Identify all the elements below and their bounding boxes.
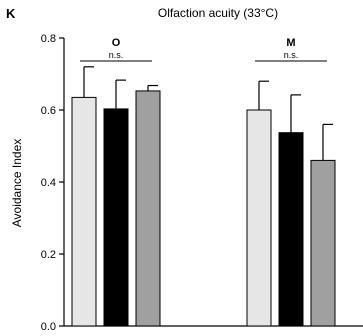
y-tick-label: 0.4 [41, 177, 56, 189]
significance-label: n.s. [284, 50, 299, 60]
bar [278, 132, 304, 327]
bar [246, 109, 272, 327]
chart-title: Olfaction acuity (33°C) [158, 6, 278, 20]
y-tick-label: 0.2 [41, 249, 56, 261]
bar [103, 108, 129, 327]
y-tick-label: 0.8 [41, 33, 56, 45]
bar [71, 96, 97, 327]
y-tick-label: 0.0 [41, 321, 56, 333]
panel-label: K [6, 6, 16, 21]
group-label: O [112, 37, 121, 49]
group-label: M [286, 37, 295, 49]
significance-label: n.s. [109, 50, 124, 60]
y-axis-label: Avoidance Index [10, 139, 24, 228]
bar [310, 159, 336, 327]
y-tick-label: 0.6 [41, 105, 56, 117]
bar [135, 90, 161, 327]
